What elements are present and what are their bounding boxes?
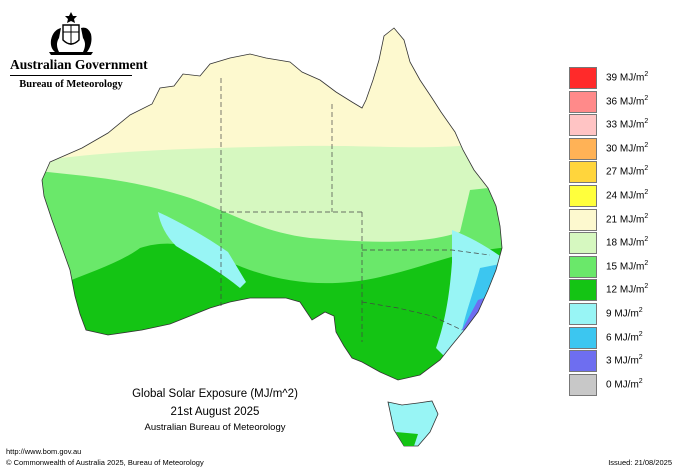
legend-value: 36	[606, 95, 618, 107]
legend-swatch	[569, 114, 597, 137]
legend-label: 24 MJ/m2	[606, 189, 648, 201]
legend-unit-exponent: 2	[638, 306, 643, 314]
legend-unit: MJ/m	[619, 261, 645, 273]
legend-unit-exponent: 2	[644, 212, 649, 220]
legend-swatch	[569, 302, 597, 325]
state-borders	[220, 78, 491, 342]
legend-label: 6 MJ/m2	[606, 331, 643, 343]
coat-of-arms-icon	[49, 12, 93, 55]
legend-unit-exponent: 2	[644, 94, 649, 102]
legend-label: 3 MJ/m2	[606, 354, 643, 366]
legend-unit-exponent: 2	[644, 118, 649, 126]
title-line: Global Solar Exposure (MJ/m^2)	[132, 388, 298, 400]
legend-swatch	[569, 161, 597, 184]
legend-label: 21 MJ/m2	[606, 213, 648, 225]
legend-swatch	[569, 373, 597, 396]
agency-line: Australian Bureau of Meteorology	[144, 422, 286, 433]
legend-unit: MJ/m	[614, 308, 639, 320]
legend-swatch	[569, 184, 597, 207]
legend-swatch	[569, 255, 597, 278]
website-url[interactable]: http://www.bom.gov.au	[6, 447, 82, 456]
legend-unit-exponent: 2	[644, 259, 649, 267]
legend-unit-exponent: 2	[644, 141, 649, 149]
legend-value: 12	[606, 284, 618, 296]
legend-label: 30 MJ/m2	[606, 142, 648, 154]
map-title: Global Solar Exposure (MJ/m^2) 21st Augu…	[130, 388, 300, 433]
legend-swatch	[569, 67, 597, 89]
tasmania-south	[396, 432, 418, 446]
legend-swatch	[569, 90, 597, 113]
legend-value: 9	[606, 308, 612, 320]
legend-swatch	[569, 326, 597, 349]
legend-unit: MJ/m	[619, 190, 645, 202]
legend-value: 30	[606, 143, 618, 155]
legend-label: 9 MJ/m2	[606, 307, 643, 319]
zone-cyan-east	[436, 230, 500, 360]
copyright-text: © Commonwealth of Australia 2025, Bureau…	[6, 458, 204, 467]
legend-unit: MJ/m	[619, 72, 645, 84]
legend-unit: MJ/m	[619, 95, 645, 107]
coastline-mainland	[41, 27, 503, 381]
legend-value: 27	[606, 166, 618, 178]
legend-swatch	[569, 208, 597, 231]
legend-label: 33 MJ/m2	[606, 118, 648, 130]
legend-unit: MJ/m	[614, 379, 639, 391]
legend-unit-exponent: 2	[644, 71, 649, 78]
legend-swatch	[569, 279, 597, 302]
legend-value: 33	[606, 119, 618, 131]
government-name: Australian Government	[10, 57, 148, 72]
legend-unit-exponent: 2	[638, 354, 643, 362]
legend-unit-exponent: 2	[644, 236, 649, 244]
legend-unit: MJ/m	[619, 119, 645, 131]
legend-label: 15 MJ/m2	[606, 260, 648, 272]
legend-label: 18 MJ/m2	[606, 236, 648, 248]
issued-date: Issued: 21/08/2025	[608, 458, 672, 467]
logo-divider	[10, 75, 132, 76]
legend-unit: MJ/m	[619, 213, 645, 225]
legend-value: 0	[606, 379, 612, 391]
legend-unit-exponent: 2	[644, 165, 649, 173]
legend-value: 18	[606, 237, 618, 249]
legend-unit: MJ/m	[614, 331, 639, 343]
legend-value: 24	[606, 190, 618, 202]
legend-unit: MJ/m	[619, 237, 645, 249]
legend-label: 39 MJ/m2	[606, 71, 648, 83]
legend-value: 15	[606, 261, 618, 273]
legend-value: 21	[606, 213, 618, 225]
legend-value: 3	[606, 355, 612, 367]
legend-value: 39	[606, 72, 618, 84]
legend-unit: MJ/m	[614, 355, 639, 367]
government-logo: Australian Government Bureau of Meteorol…	[10, 10, 148, 90]
legend-label: 0 MJ/m2	[606, 378, 643, 390]
legend-value: 6	[606, 331, 612, 343]
legend-unit-exponent: 2	[638, 377, 643, 385]
legend-unit: MJ/m	[619, 166, 645, 178]
legend-unit-exponent: 2	[644, 188, 649, 196]
legend-label: 27 MJ/m2	[606, 165, 648, 177]
legend-unit-exponent: 2	[638, 330, 643, 338]
legend-swatch	[569, 137, 597, 160]
legend-unit: MJ/m	[619, 143, 645, 155]
date-line: 21st August 2025	[170, 406, 260, 418]
legend-unit-exponent: 2	[644, 283, 649, 291]
legend-swatch	[569, 232, 597, 255]
legend-label: 36 MJ/m2	[606, 95, 648, 107]
zone-cyan-inland	[158, 212, 246, 288]
legend-unit: MJ/m	[619, 284, 645, 296]
legend-swatch	[569, 350, 597, 373]
legend-label: 12 MJ/m2	[606, 283, 648, 295]
bureau-name: Bureau of Meteorology	[19, 79, 123, 90]
